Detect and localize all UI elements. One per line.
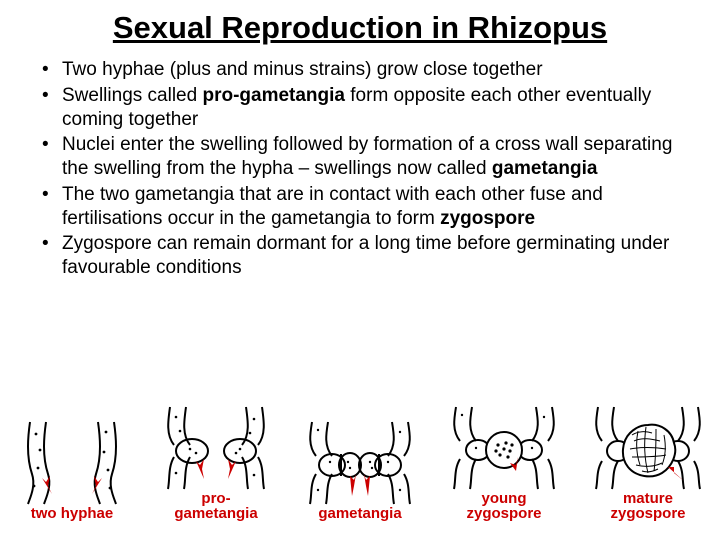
page-title: Sexual Reproduction in Rhizopus	[0, 0, 720, 54]
bullet-marker: •	[40, 232, 62, 256]
bullet-marker: •	[40, 84, 62, 108]
bullet-text: Swellings called pro-gametangia form opp…	[62, 84, 690, 132]
young-zygospore-icon	[444, 401, 564, 491]
bullet-item: • Two hyphae (plus and minus strains) gr…	[40, 58, 690, 82]
bullet-list: • Two hyphae (plus and minus strains) gr…	[0, 54, 720, 280]
stage-young-zygospore: youngzygospore	[439, 401, 569, 523]
bullet-marker: •	[40, 183, 62, 207]
bullet-marker: •	[40, 58, 62, 82]
mature-zygospore-icon	[588, 401, 708, 491]
stage-label: pro-gametangia	[174, 491, 257, 523]
stage-label: gametangia	[318, 506, 401, 522]
bullet-marker: •	[40, 133, 62, 157]
pro-gametangia-icon	[156, 401, 276, 491]
bullet-item: • Swellings called pro-gametangia form o…	[40, 84, 690, 132]
gametangia-icon	[300, 416, 420, 506]
bullet-text: The two gametangia that are in contact w…	[62, 183, 690, 231]
stage-two-hyphae: two hyphae	[7, 416, 137, 522]
stage-mature-zygospore: maturezygospore	[583, 401, 713, 523]
diagram-row: two hyphae	[0, 392, 720, 522]
bullet-text: Two hyphae (plus and minus strains) grow…	[62, 58, 690, 82]
bullet-text: Zygospore can remain dormant for a long …	[62, 232, 690, 280]
stage-label: youngzygospore	[466, 491, 541, 523]
bullet-item: • Zygospore can remain dormant for a lon…	[40, 232, 690, 280]
stage-label: two hyphae	[31, 506, 114, 522]
bullet-item: • Nuclei enter the swelling followed by …	[40, 133, 690, 181]
two-hyphae-icon	[12, 416, 132, 506]
stage-label: maturezygospore	[610, 491, 685, 523]
bullet-text: Nuclei enter the swelling followed by fo…	[62, 133, 690, 181]
bullet-item: • The two gametangia that are in contact…	[40, 183, 690, 231]
stage-gametangia: gametangia	[295, 416, 425, 522]
stage-pro-gametangia: pro-gametangia	[151, 401, 281, 523]
